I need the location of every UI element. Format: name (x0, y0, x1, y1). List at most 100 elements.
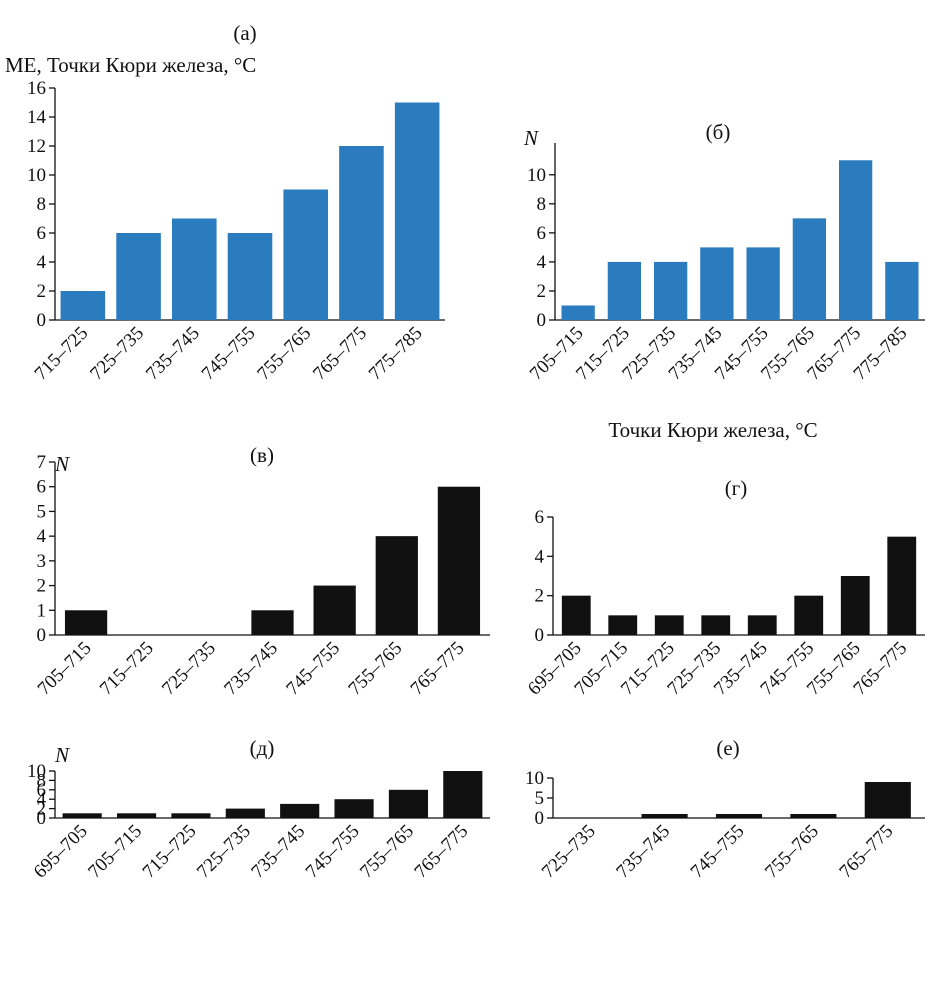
y-tick-label: 6 (37, 223, 47, 244)
panel-label: (а) (233, 21, 256, 45)
category-label: 745–755 (687, 821, 749, 883)
y-tick-label: 2 (37, 281, 47, 302)
category-label: 725–735 (158, 638, 220, 700)
category-label: 735–745 (220, 638, 282, 700)
bar (443, 771, 483, 818)
y-tick-label: 0 (535, 808, 545, 829)
y-tick-label: 4 (37, 789, 47, 810)
y-tick-label: 0 (37, 310, 47, 331)
category-label: 745–755 (282, 638, 344, 700)
category-label: 715–725 (31, 323, 93, 385)
category-label: 755–765 (356, 821, 418, 883)
category-label: 735–745 (612, 821, 674, 883)
y-axis-label: N (523, 126, 539, 150)
y-axis-label: N (54, 743, 70, 767)
category-label: 695–705 (30, 821, 92, 883)
y-tick-label: 2 (535, 586, 545, 607)
bar (790, 814, 837, 818)
y-tick-label: 14 (27, 107, 47, 128)
y-tick-label: 0 (37, 625, 47, 646)
bar (792, 218, 827, 320)
y-tick-label: 0 (537, 310, 547, 331)
y-tick-label: 7 (37, 452, 47, 473)
category-label: 735–745 (142, 323, 204, 385)
bar (701, 615, 731, 635)
bar (654, 615, 684, 635)
bar (641, 814, 688, 818)
category-label: 705–715 (84, 821, 146, 883)
bar (62, 813, 102, 818)
category-label: 725–735 (538, 821, 600, 883)
y-tick-label: 10 (27, 165, 46, 186)
bar (313, 585, 356, 635)
bar (227, 233, 273, 320)
bar (375, 536, 418, 635)
bar (653, 261, 688, 320)
bar (887, 536, 917, 635)
bar (280, 803, 320, 818)
category-label: 745–755 (198, 323, 260, 385)
category-label: 735–745 (247, 821, 309, 883)
y-tick-label: 0 (37, 808, 47, 829)
bar (437, 486, 481, 635)
bar (116, 233, 161, 320)
bar (116, 813, 157, 818)
bar (225, 808, 265, 818)
bar (561, 305, 595, 320)
bar (715, 814, 763, 818)
panel-label: (в) (250, 443, 274, 467)
category-label: 715–725 (139, 821, 201, 883)
y-tick-label: 8 (537, 194, 547, 215)
y-tick-label: 4 (37, 252, 47, 273)
y-tick-label: 4 (37, 526, 47, 547)
bar (171, 813, 211, 818)
category-label: 725–735 (86, 323, 148, 385)
bar (172, 218, 217, 320)
category-label: 755–765 (253, 323, 315, 385)
bar (60, 291, 106, 320)
y-tick-label: 2 (537, 281, 547, 302)
y-tick-label: 4 (537, 252, 547, 273)
y-tick-label: 10 (27, 761, 46, 782)
bar (608, 615, 638, 635)
category-label: 745–755 (302, 821, 364, 883)
y-tick-label: 4 (535, 546, 545, 567)
bar (334, 799, 374, 818)
y-tick-label: 6 (535, 507, 545, 528)
bar (864, 782, 911, 818)
chart-title: МЕ, Точки Кюри железа, °С (5, 53, 256, 77)
y-tick-label: 8 (37, 770, 47, 791)
x-axis-label: Точки Кюри железа, °С (608, 418, 817, 442)
y-tick-label: 8 (37, 194, 47, 215)
category-label: 765–775 (835, 821, 897, 883)
panel-label: (б) (706, 120, 731, 144)
y-tick-label: 6 (37, 477, 47, 498)
panel-label: (д) (250, 736, 275, 760)
y-tick-label: 2 (37, 576, 47, 597)
y-tick-label: 5 (535, 788, 545, 809)
bar (794, 595, 824, 635)
y-tick-label: 0 (535, 625, 545, 646)
bar (885, 261, 919, 320)
y-tick-label: 16 (27, 78, 46, 99)
bar (607, 261, 642, 320)
bar (746, 247, 780, 320)
bar (283, 189, 328, 320)
category-label: 765–775 (407, 638, 469, 700)
category-label: 705–715 (34, 638, 96, 700)
bar (561, 595, 591, 635)
y-axis-label: N (54, 452, 70, 476)
y-tick-label: 2 (37, 799, 47, 820)
category-label: 715–725 (96, 638, 158, 700)
category-label: 765–775 (309, 323, 371, 385)
bar (747, 615, 777, 635)
bar (251, 610, 294, 635)
category-label: 725–735 (193, 821, 255, 883)
category-label: 765–775 (410, 821, 472, 883)
category-label: 775–785 (365, 323, 427, 385)
y-tick-label: 3 (37, 551, 47, 572)
panel-label: (е) (716, 736, 739, 760)
y-tick-label: 10 (525, 768, 544, 789)
category-label: 755–765 (761, 821, 823, 883)
bar (64, 610, 108, 635)
